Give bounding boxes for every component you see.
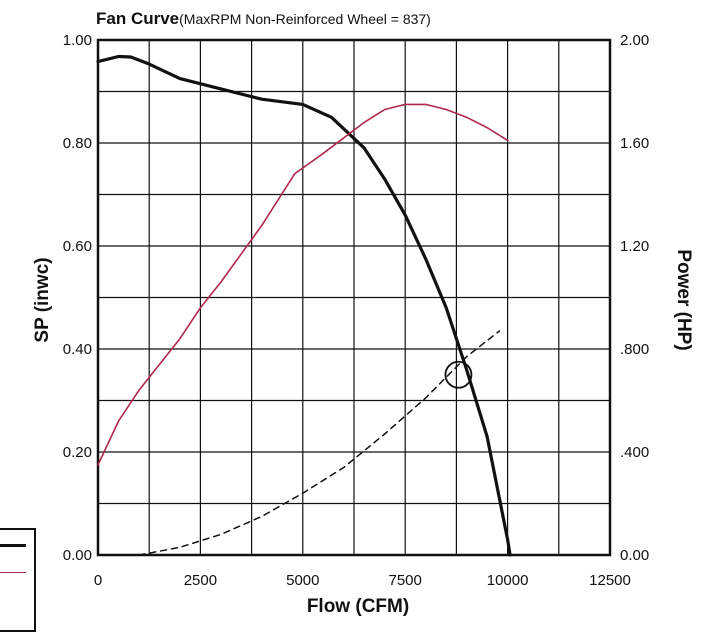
plot-frame	[96, 38, 612, 557]
y-left-tick-label: 0.60	[63, 238, 92, 255]
tick-labels: 0 2500 5000 7500 10000 12500 0.00 0.20 0.40 0.60 0…	[63, 32, 649, 589]
x-tick-label: 2500	[184, 572, 217, 589]
x-tick-label: 5000	[286, 572, 319, 589]
legend-fragment	[0, 528, 36, 632]
power-line	[97, 103, 509, 466]
legend-power-swatch	[0, 572, 26, 573]
chart-title: Fan Curve	[96, 9, 179, 28]
system-curve-line	[138, 330, 501, 556]
y-left-tick-label: 0.40	[63, 341, 92, 358]
grid-lines	[98, 40, 610, 555]
x-tick-label: 12500	[589, 572, 631, 589]
y-right-tick-label: 2.00	[620, 32, 649, 49]
x-tick-label: 7500	[389, 572, 422, 589]
y-right-tick-label: 1.60	[620, 135, 649, 152]
y-left-tick-label: 0.20	[63, 444, 92, 461]
chart-subtitle: (MaxRPM Non-Reinforced Wheel = 837)	[179, 11, 431, 27]
y-right-axis-title: Power (HP)	[673, 249, 694, 350]
y-right-tick-label: .400	[620, 444, 649, 461]
y-left-axis-title: SP (inwc)	[32, 257, 53, 342]
y-left-tick-label: 1.00	[63, 32, 92, 49]
y-right-tick-label: .800	[620, 341, 649, 358]
y-left-tick-label: 0.80	[63, 135, 92, 152]
static-pressure-line	[96, 54, 512, 557]
chart-title-group: Fan Curve(MaxRPM Non-Reinforced Wheel = …	[96, 9, 431, 28]
operating-point-marker	[444, 360, 473, 389]
x-tick-label: 10000	[487, 572, 529, 589]
y-right-tick-label: 0.00	[620, 547, 649, 564]
series-layer	[96, 54, 512, 557]
y-left-tick-label: 0.00	[63, 547, 92, 564]
x-axis-title: Flow (CFM)	[307, 596, 409, 617]
legend-sp-swatch	[0, 544, 26, 547]
y-right-tick-label: 1.20	[620, 238, 649, 255]
x-tick-label: 0	[94, 572, 102, 589]
